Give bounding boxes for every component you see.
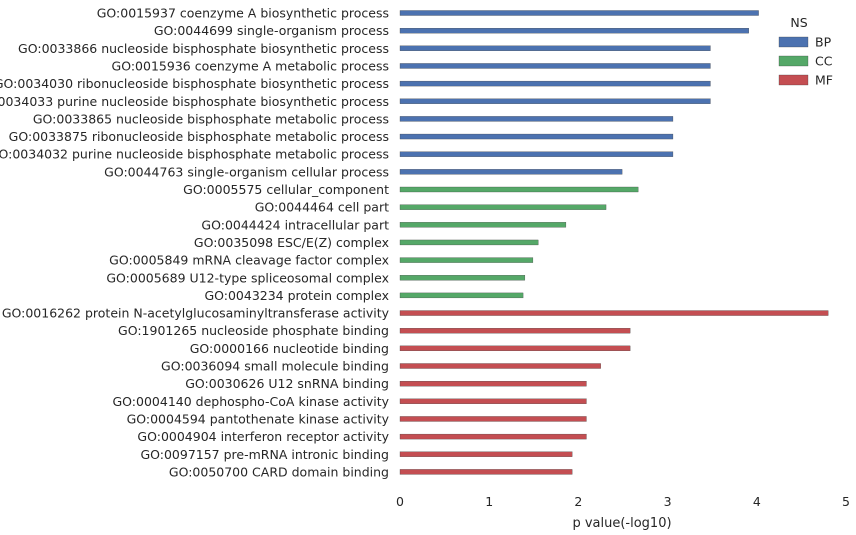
category-labels: GO:0015937 coenzyme A biosynthetic proce…	[0, 6, 390, 480]
bar-bp	[399, 63, 711, 69]
bar-mf	[399, 451, 573, 457]
category-label: GO:0004594 pantothenate kinase activity	[127, 411, 390, 426]
category-label: GO:0097157 pre-mRNA intronic binding	[140, 447, 389, 462]
legend-title: NS	[790, 15, 807, 30]
x-tick-label: 0	[396, 494, 404, 509]
bar-bp	[399, 27, 749, 34]
x-axis-ticks: 0 1 2 3 4 5	[396, 494, 850, 509]
x-axis-label: p value(-log10)	[572, 516, 671, 531]
category-label: GO:0004140 dephospho-CoA kinase activity	[113, 394, 390, 409]
bar-mf	[399, 380, 587, 387]
category-label: GO:0033865 nucleoside bisphosphate metab…	[33, 111, 389, 126]
bar-mf	[399, 345, 631, 352]
category-label: GO:1901265 nucleoside phosphate binding	[118, 323, 389, 338]
bar-mf	[399, 328, 631, 334]
bar-mf	[399, 363, 601, 369]
bar-bp	[399, 10, 759, 16]
bar-bp	[399, 116, 674, 122]
bar-bp	[399, 80, 711, 87]
category-label: GO:0033866 nucleoside bisphosphate biosy…	[18, 41, 389, 56]
bar-bp	[399, 169, 623, 175]
bar-mf	[399, 310, 829, 316]
bar-cc	[399, 257, 534, 263]
legend: NS BP CC MF	[778, 15, 833, 88]
category-label: GO:0035098 ESC/E(Z) complex	[194, 235, 389, 250]
category-label: GO:0034032 purine nucleoside bisphosphat…	[0, 147, 389, 162]
legend-swatch-bp	[778, 36, 809, 48]
category-label: GO:0034033 purine nucleoside bisphosphat…	[0, 94, 389, 109]
legend-swatch-cc	[778, 55, 809, 67]
x-tick-label: 5	[842, 494, 850, 509]
category-label: GO:0016262 protein N-acetylglucosaminylt…	[2, 306, 390, 321]
x-tick-label: 2	[574, 494, 582, 509]
category-label: GO:0044763 single-organism cellular proc…	[104, 164, 389, 179]
legend-label-mf: MF	[815, 73, 833, 88]
category-label: GO:0044699 single-organism process	[154, 23, 389, 38]
x-tick-label: 1	[485, 494, 493, 509]
bar-bp	[399, 133, 674, 140]
category-label: GO:0005689 U12-type spliceosomal complex	[106, 270, 389, 285]
legend-label-bp: BP	[815, 35, 832, 50]
bars-layer	[399, 10, 829, 475]
bar-cc	[399, 186, 639, 193]
category-label: GO:0005849 mRNA cleavage factor complex	[109, 253, 389, 268]
category-label: GO:0044424 intracellular part	[201, 217, 389, 232]
bar-bp	[399, 151, 674, 157]
bar-mf	[399, 398, 587, 404]
legend-swatch-mf	[778, 74, 809, 86]
category-label: GO:0005575 cellular_component	[183, 182, 389, 197]
category-label: GO:0000166 nucleotide binding	[190, 341, 389, 356]
category-label: GO:0050700 CARD domain binding	[169, 464, 389, 479]
bar-bp	[399, 98, 711, 104]
legend-label-cc: CC	[815, 54, 833, 69]
x-tick-label: 4	[753, 494, 761, 509]
category-label: GO:0004904 interferon receptor activity	[137, 429, 389, 444]
category-label: GO:0036094 small molecule binding	[161, 359, 389, 374]
bar-cc	[399, 204, 607, 210]
bar-mf	[399, 469, 573, 475]
category-label: GO:0034030 ribonucleoside bisphosphate b…	[0, 76, 389, 91]
bar-cc	[399, 292, 524, 299]
bar-cc	[399, 239, 539, 246]
bar-mf	[399, 433, 587, 440]
category-label: GO:0015936 coenzyme A metabolic process	[112, 58, 389, 73]
category-label: GO:0015937 coenzyme A biosynthetic proce…	[97, 6, 389, 21]
x-tick-label: 3	[664, 494, 672, 509]
category-label: GO:0044464 cell part	[255, 200, 389, 215]
bar-cc	[399, 222, 567, 228]
category-label: GO:0033875 ribonucleoside bisphosphate m…	[9, 129, 389, 144]
bar-bp	[399, 45, 711, 51]
category-label: GO:0043234 protein complex	[204, 288, 389, 303]
bar-mf	[399, 416, 587, 422]
category-label: GO:0030626 U12 snRNA binding	[185, 376, 389, 391]
bar-cc	[399, 275, 526, 281]
